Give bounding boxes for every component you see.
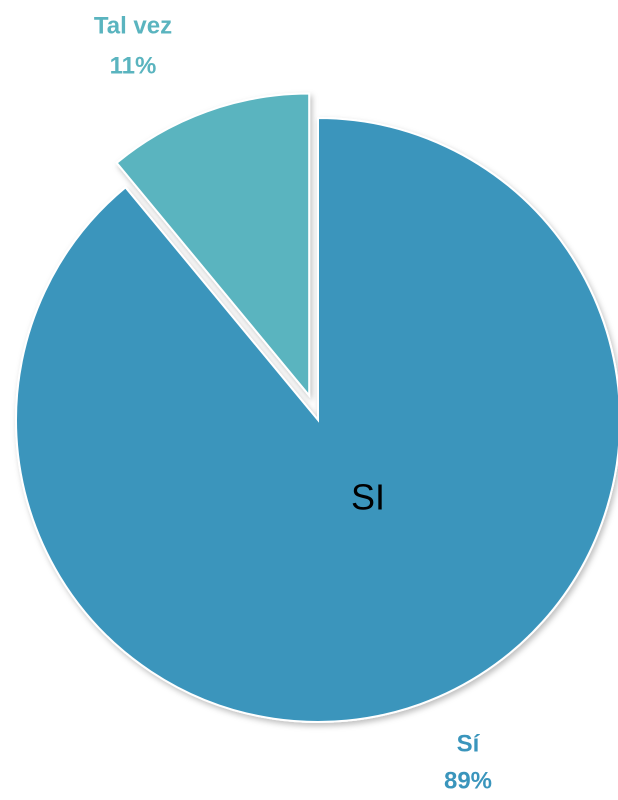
pie	[15, 92, 618, 723]
slice-value-label: 11%	[110, 52, 157, 79]
slice-label: Tal vez	[94, 12, 172, 39]
slice-value-label: 89%	[444, 767, 492, 794]
slice-annotation: SI	[351, 477, 385, 518]
pie-slice	[15, 116, 618, 723]
pie-slice	[115, 92, 311, 399]
slice-label: Sí	[457, 730, 481, 757]
